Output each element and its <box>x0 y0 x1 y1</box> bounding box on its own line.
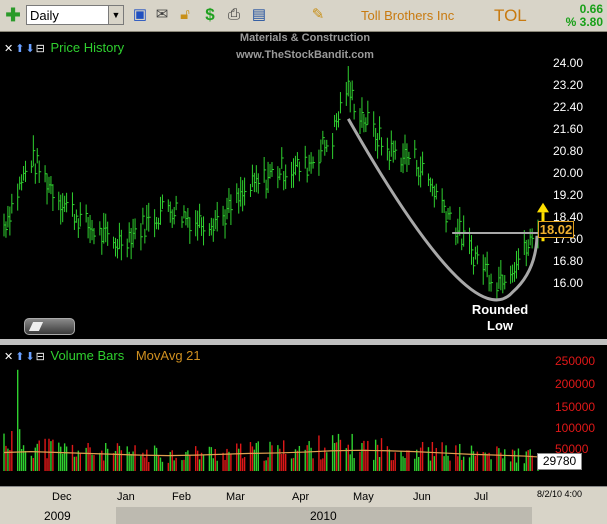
arrow-up-icon[interactable]: ⬆ <box>15 43 25 55</box>
price-tick: 18.40 <box>553 210 584 224</box>
card-icon[interactable]: ▤ <box>251 6 267 23</box>
volume-tick: 100000 <box>555 421 596 435</box>
price-tick: 20.00 <box>553 166 584 180</box>
annotation-line2: Low <box>487 318 513 333</box>
arrow-up-icon[interactable]: ⬆ <box>15 351 25 363</box>
month-label: Jul <box>474 491 489 503</box>
year-segment <box>116 507 532 524</box>
arrow-down-icon[interactable]: ⬇ <box>25 351 35 363</box>
arrow-down-icon[interactable]: ⬇ <box>25 43 35 55</box>
price-panel-title: Price History <box>50 40 125 55</box>
price-tick: 16.00 <box>553 276 584 290</box>
year-bar: 2009 2010 <box>0 507 607 524</box>
volume-tick: 250000 <box>555 354 596 368</box>
volume-tick: 200000 <box>555 377 596 391</box>
volume-tick: 150000 <box>555 400 596 414</box>
period-value: Daily <box>30 8 59 23</box>
scroll-handle[interactable] <box>24 318 75 335</box>
close-icon[interactable]: ✕ <box>4 43 14 55</box>
month-label: Jun <box>413 491 431 503</box>
volume-chart <box>3 369 539 471</box>
month-label: Apr <box>292 491 310 503</box>
toolbar: ✚ Daily ▼ ▣ ✉ 🔓︎ $ ⎙ ▤ ✎ Toll Brothers I… <box>0 0 607 32</box>
watermark-line2: www.TheStockBandit.com <box>236 49 374 61</box>
rounded-low-annotation: Rounded Low <box>462 302 538 334</box>
moving-average-line <box>3 449 539 458</box>
lock-icon[interactable]: 🔓︎ <box>180 6 190 23</box>
volume-panel-header: ✕ ⬆⬇⊟ Volume Bars MovAvg 21 <box>4 348 201 364</box>
last-volume-tag: 29780 <box>537 453 582 470</box>
datestamp: 8/2/10 4:00 <box>537 489 583 499</box>
ticker-symbol: TOL <box>494 6 527 25</box>
moving-average-label: MovAvg 21 <box>135 348 201 363</box>
price-bars <box>3 66 540 300</box>
year-label: 2010 <box>310 509 337 523</box>
watermark-line1: Materials & Construction <box>239 32 371 44</box>
price-tick: 16.80 <box>553 254 584 268</box>
price-chart <box>3 66 549 302</box>
change-percent: % 3.80 <box>565 15 603 29</box>
mail-icon[interactable]: ✉ <box>155 6 169 23</box>
price-tick: 19.20 <box>553 188 584 202</box>
price-tick: 22.40 <box>553 100 584 114</box>
price-tick: 23.20 <box>553 78 584 92</box>
volume-tick: 50000 <box>555 442 589 456</box>
pencil-icon[interactable]: ✎ <box>311 6 325 23</box>
collapse-icon[interactable]: ⊟ <box>35 43 45 55</box>
period-select[interactable]: Daily ▼ <box>26 5 124 25</box>
price-tick: 20.80 <box>553 144 584 158</box>
price-panel-header: ✕ ⬆⬇⊟ Price History <box>4 40 124 56</box>
plus-icon[interactable]: ✚ <box>5 5 21 25</box>
dollar-icon[interactable]: $ <box>205 5 215 24</box>
breakout-arrow-head <box>537 202 549 213</box>
save-icon[interactable]: ▣ <box>132 6 148 23</box>
chevron-down-icon[interactable]: ▼ <box>108 6 123 24</box>
price-tick: 24.00 <box>553 56 584 70</box>
panel-divider[interactable] <box>0 339 607 345</box>
year-label: 2009 <box>44 509 71 523</box>
last-price-tag: 18.02 <box>538 221 574 238</box>
month-label: Jan <box>117 491 135 503</box>
x-axis: Dec Jan Feb Mar Apr May Jun Jul 8/2/10 4… <box>0 486 607 508</box>
month-label: Feb <box>172 491 191 503</box>
price-tick: 21.60 <box>553 122 584 136</box>
eraser-icon <box>28 322 44 331</box>
change-value: 0.66 <box>579 2 603 16</box>
month-label: Dec <box>52 491 72 503</box>
volume-bars <box>3 369 539 471</box>
watermark: Materials & Construction www.TheStockBan… <box>190 30 420 64</box>
company-name: Toll Brothers Inc <box>361 8 455 23</box>
volume-panel-title: Volume Bars <box>50 348 125 363</box>
month-label: Mar <box>226 491 245 503</box>
close-icon[interactable]: ✕ <box>4 351 14 363</box>
annotation-line1: Rounded <box>471 302 529 317</box>
print-icon[interactable]: ⎙ <box>227 6 240 23</box>
rounded-low-curve <box>347 118 539 302</box>
collapse-icon[interactable]: ⊟ <box>35 351 45 363</box>
month-label: May <box>353 491 374 503</box>
price-change: 0.66 % 3.80 <box>566 3 603 29</box>
